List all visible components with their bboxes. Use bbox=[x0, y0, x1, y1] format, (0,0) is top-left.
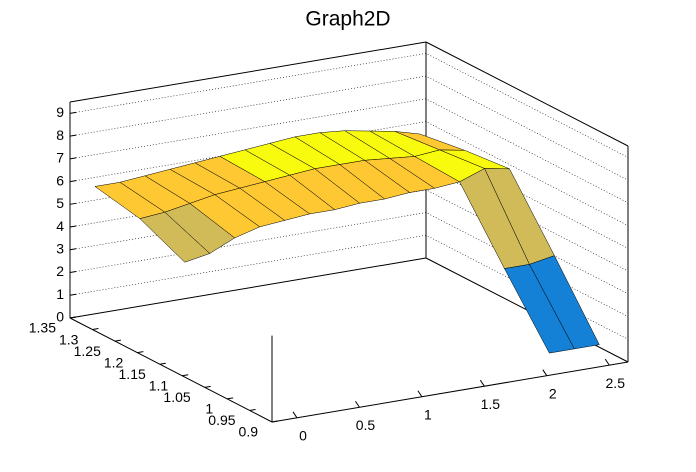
z-tick-label: 3 bbox=[56, 240, 64, 256]
z-tick-label: 4 bbox=[56, 218, 64, 234]
x-tick-label: 1 bbox=[424, 406, 432, 422]
z-tick bbox=[69, 134, 77, 137]
y-tick bbox=[69, 316, 77, 319]
z-tick bbox=[69, 111, 77, 114]
x-tick-label: 0 bbox=[299, 427, 307, 443]
x-tick bbox=[542, 369, 548, 376]
z-tick bbox=[69, 180, 77, 183]
z-tick bbox=[69, 293, 77, 296]
x-tick-label: 0.5 bbox=[356, 417, 376, 433]
y-tick bbox=[159, 362, 166, 365]
x-tick-label: 2 bbox=[549, 385, 557, 401]
z-tick bbox=[69, 225, 77, 228]
grid-line bbox=[69, 98, 629, 204]
chart-title: Graph2D bbox=[305, 8, 390, 31]
y-tick-label: 0.95 bbox=[208, 412, 235, 428]
y-tick bbox=[271, 420, 279, 423]
y-tick-label: 1 bbox=[205, 401, 213, 417]
x-tick bbox=[417, 390, 423, 398]
z-tick-label: 7 bbox=[56, 150, 64, 166]
grid-line bbox=[69, 121, 629, 226]
z-tick-label: 0 bbox=[56, 309, 64, 325]
y-tick bbox=[227, 397, 234, 400]
frame-edge bbox=[69, 317, 273, 423]
x-tick bbox=[355, 400, 360, 408]
x-tick bbox=[604, 358, 610, 366]
z-tick-label: 6 bbox=[56, 172, 64, 188]
y-tick-label: 1.25 bbox=[74, 343, 101, 359]
z-tick bbox=[69, 202, 77, 205]
z-tick bbox=[69, 157, 77, 160]
y-tick bbox=[204, 385, 211, 388]
frame-edge bbox=[271, 361, 629, 423]
frame-edge bbox=[425, 41, 629, 147]
y-tick bbox=[114, 339, 121, 342]
x-tick-label: 2.5 bbox=[606, 375, 626, 391]
y-tick-label: 1.05 bbox=[163, 389, 190, 405]
y-tick-label: 0.9 bbox=[239, 424, 259, 440]
grid-line bbox=[69, 75, 629, 181]
y-tick-label: 1.35 bbox=[29, 320, 56, 336]
y-tick bbox=[137, 351, 144, 354]
z-tick bbox=[69, 248, 77, 251]
x-tick-label: 1.5 bbox=[481, 396, 501, 412]
grid-line bbox=[69, 53, 629, 158]
z-tick-label: 2 bbox=[56, 263, 64, 279]
y-tick bbox=[182, 374, 189, 377]
y-tick-label: 1.15 bbox=[119, 366, 146, 382]
x-tick bbox=[292, 411, 298, 419]
z-tick-label: 8 bbox=[56, 127, 64, 143]
y-tick-label: 1.3 bbox=[59, 331, 79, 347]
x-tick bbox=[479, 379, 485, 387]
surface-cell bbox=[504, 264, 575, 354]
frame-edge bbox=[69, 41, 427, 103]
z-tick-label: 1 bbox=[56, 286, 64, 302]
grid-line bbox=[69, 257, 629, 363]
grid-line bbox=[69, 234, 629, 340]
surface-cell bbox=[139, 211, 211, 263]
z-tick bbox=[69, 271, 77, 274]
y-tick-label: 1.1 bbox=[149, 377, 169, 393]
y-tick bbox=[249, 408, 256, 411]
y-tick bbox=[92, 328, 99, 331]
z-tick-label: 9 bbox=[56, 104, 64, 120]
z-tick-label: 5 bbox=[56, 195, 64, 211]
y-tick-label: 1.2 bbox=[104, 354, 124, 370]
